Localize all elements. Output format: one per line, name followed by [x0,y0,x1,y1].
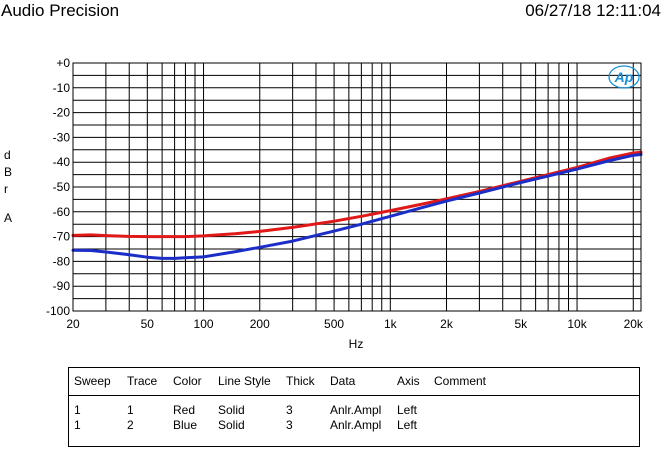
legend-header-thick: Thick [286,374,315,388]
legend-header-row: Sweep Trace Color Line Style Thick Data … [69,374,639,389]
y-tick-label: -30 [53,130,71,144]
legend-cell-trace: 2 [127,418,134,432]
x-tick-label: 20k [624,317,644,331]
legend-header-sweep: Sweep [74,374,111,388]
x-tick-label: 5k [514,317,528,331]
y-tick-label: -10 [53,81,71,95]
legend-cell-axis: Left [397,403,418,417]
x-tick-label: 500 [324,317,344,331]
x-tick-label: 100 [194,317,214,331]
x-tick-label: 20 [66,317,80,331]
legend-cell-trace: 1 [127,403,134,417]
legend-cell-data: Anlr.Ampl [330,418,382,432]
legend-cell-color: Blue [173,418,198,432]
x-tick-label: 1k [384,317,398,331]
chart-area: +0 -10 -20 -30 -40 -50 -60 -70 -80 -90 -100 20 50 10… [46,56,644,351]
legend-cell-color: Red [173,403,196,417]
y-tick-label: -40 [53,155,71,169]
y-tick-label: -20 [53,106,71,120]
y-axis-label-char: d [4,148,11,162]
legend-header-trace: Trace [127,374,158,388]
chart-grid [73,62,641,312]
y-tick-label: -80 [53,254,71,268]
x-tick-label: 50 [141,317,155,331]
legend-row: 1 1 Red Solid 3 Anlr.Ampl Left [69,403,639,418]
legend-header-axis: Axis [397,374,420,388]
chart-series [71,150,643,260]
y-axis-label-char: B [4,165,13,179]
y-tick-label: -50 [53,180,71,194]
app-title: Audio Precision [1,1,120,20]
legend-table: Sweep Trace Color Line Style Thick Data … [68,367,640,447]
series-line-trace-2 [71,153,643,260]
legend-cell-sweep: 1 [74,403,81,417]
legend-row: 1 2 Blue Solid 3 Anlr.Ampl Left [69,418,639,433]
ap-logo-ring [608,65,640,89]
legend-header-color: Color [173,374,202,388]
plot-frame [72,62,642,312]
legend-header-line-style: Line Style [218,374,271,388]
y-tick-label: +0 [56,56,70,70]
x-axis-title: Hz [349,337,364,351]
x-tick-label: 10k [567,317,587,331]
legend-divider [69,395,639,396]
ap-logo-text: Ap [614,69,634,85]
y-tick-labels: +0 -10 -20 -30 -40 -50 -60 -70 -80 -90 -100 [46,56,70,318]
legend-cell-line-style: Solid [218,418,245,432]
x-tick-label: 200 [250,317,270,331]
y-axis-label-char: A [4,211,13,225]
x-tick-label: 2k [440,317,454,331]
legend-cell-thick: 3 [286,403,293,417]
y-tick-label: -100 [46,304,70,318]
y-axis-label-char: r [4,182,8,196]
legend-cell-thick: 3 [286,418,293,432]
y-tick-label: -90 [53,279,71,293]
y-tick-label: -70 [53,230,71,244]
legend-header-comment: Comment [434,374,487,388]
legend-cell-data: Anlr.Ampl [330,403,382,417]
y-tick-label: -60 [53,205,71,219]
ap-logo: Ap [608,65,640,89]
legend-cell-axis: Left [397,418,418,432]
timestamp: 06/27/18 12:11:04 [525,1,661,20]
legend-header-data: Data [330,374,356,388]
legend-cell-sweep: 1 [74,418,81,432]
legend-cell-line-style: Solid [218,403,245,417]
x-tick-labels: 20 50 100 200 500 1k 2k 5k 10k 20k [66,317,644,331]
